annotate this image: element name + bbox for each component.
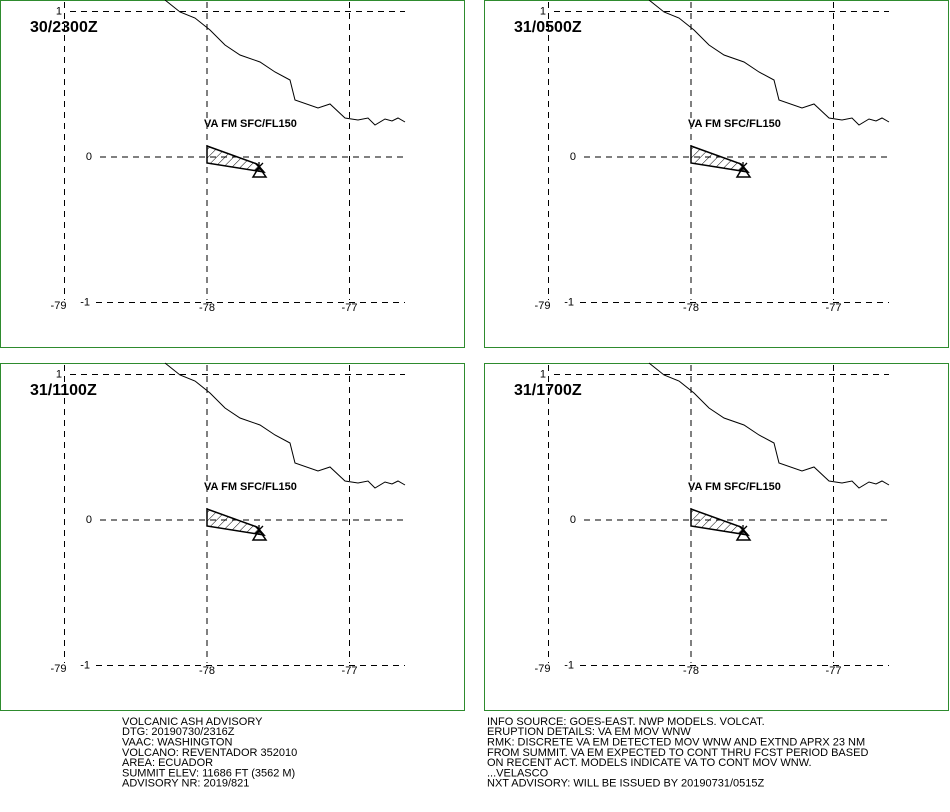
longitude-label: -77	[826, 302, 842, 314]
latitude-label: -1	[564, 659, 574, 671]
va-height-label: VA FM SFC/FL150	[688, 481, 781, 493]
panel-frame	[484, 0, 949, 348]
map-panel: 1 0 -1 -79 -78 -77 VA FM SFC/FL150 30/2300Z	[0, 0, 465, 348]
advisory-line: VOLCANIC ASH ADVISORY	[122, 716, 263, 728]
coastline	[648, 362, 890, 489]
panel-frame	[484, 363, 949, 711]
advisory-line: VAAC: WASHINGTON	[122, 737, 232, 749]
latitude-label: 1	[540, 5, 546, 17]
coastline	[164, 0, 406, 126]
advisory-line: ADVISORY NR: 2019/821	[122, 778, 249, 790]
va-height-label: VA FM SFC/FL150	[204, 481, 297, 493]
advisory-line: FROM SUMMIT. VA EM EXPECTED TO CONT THRU…	[487, 747, 868, 759]
longitude-label: -79	[51, 300, 67, 312]
panel-frame	[0, 0, 465, 348]
longitude-label: -77	[826, 665, 842, 677]
advisory-line: DTG: 20190730/2316Z	[122, 726, 235, 738]
ash-area	[690, 145, 751, 178]
latitude-label: 1	[56, 5, 62, 17]
latitude-label: 1	[540, 368, 546, 380]
ash-area	[206, 508, 267, 541]
longitude-label: -79	[51, 663, 67, 675]
map-panel: 1 0 -1 -79 -78 -77 VA FM SFC/FL150 31/1700Z	[484, 362, 949, 711]
advisory-line: VOLCANO: REVENTADOR 352010	[122, 747, 297, 759]
advisory-line: ON RECENT ACT. MODELS INDICATE VA TO CON…	[487, 757, 812, 769]
advisory-line: SUMMIT ELEV: 11686 FT (3562 M)	[122, 767, 295, 779]
advisory-line: RMK: DISCRETE VA EM DETECTED MOV WNW AND…	[487, 737, 865, 749]
longitude-label: -77	[342, 665, 358, 677]
valid-time: 31/1100Z	[30, 382, 97, 399]
va-height-label: VA FM SFC/FL150	[204, 118, 297, 130]
valid-time: 30/2300Z	[30, 19, 98, 36]
advisory-line: NXT ADVISORY: WILL BE ISSUED BY 20190731…	[487, 778, 764, 790]
map-panel: 1 0 -1 -79 -78 -77 VA FM SFC/FL150 31/1100Z	[0, 362, 465, 711]
latitude-label: 0	[86, 514, 92, 526]
advisory-line: ERUPTION DETAILS: VA EM MOV WNW	[487, 726, 691, 738]
longitude-label: -78	[199, 302, 215, 314]
advisory-line: AREA: ECUADOR	[122, 757, 213, 769]
valid-time: 31/0500Z	[514, 19, 582, 36]
va-height-label: VA FM SFC/FL150	[688, 118, 781, 130]
longitude-label: -77	[342, 302, 358, 314]
ash-area	[206, 145, 267, 178]
latitude-label: 0	[86, 151, 92, 163]
latitude-label: 1	[56, 368, 62, 380]
map-panel: 1 0 -1 -79 -78 -77 VA FM SFC/FL150 31/0500Z	[484, 0, 949, 348]
longitude-label: -78	[683, 302, 699, 314]
ash-area	[690, 508, 751, 541]
longitude-label: -78	[199, 665, 215, 677]
latitude-label: -1	[80, 296, 90, 308]
longitude-label: -79	[535, 300, 551, 312]
latitude-label: -1	[80, 659, 90, 671]
latitude-label: 0	[570, 151, 576, 163]
coastline	[648, 0, 890, 126]
valid-time: 31/1700Z	[514, 382, 582, 399]
coastline	[164, 362, 406, 489]
latitude-label: -1	[564, 296, 574, 308]
longitude-label: -78	[683, 665, 699, 677]
latitude-label: 0	[570, 514, 576, 526]
advisory-line: INFO SOURCE: GOES-EAST. NWP MODELS. VOLC…	[487, 716, 765, 728]
advisory-line: ...VELASCO	[487, 767, 549, 779]
longitude-label: -79	[535, 663, 551, 675]
panel-frame	[0, 363, 465, 711]
